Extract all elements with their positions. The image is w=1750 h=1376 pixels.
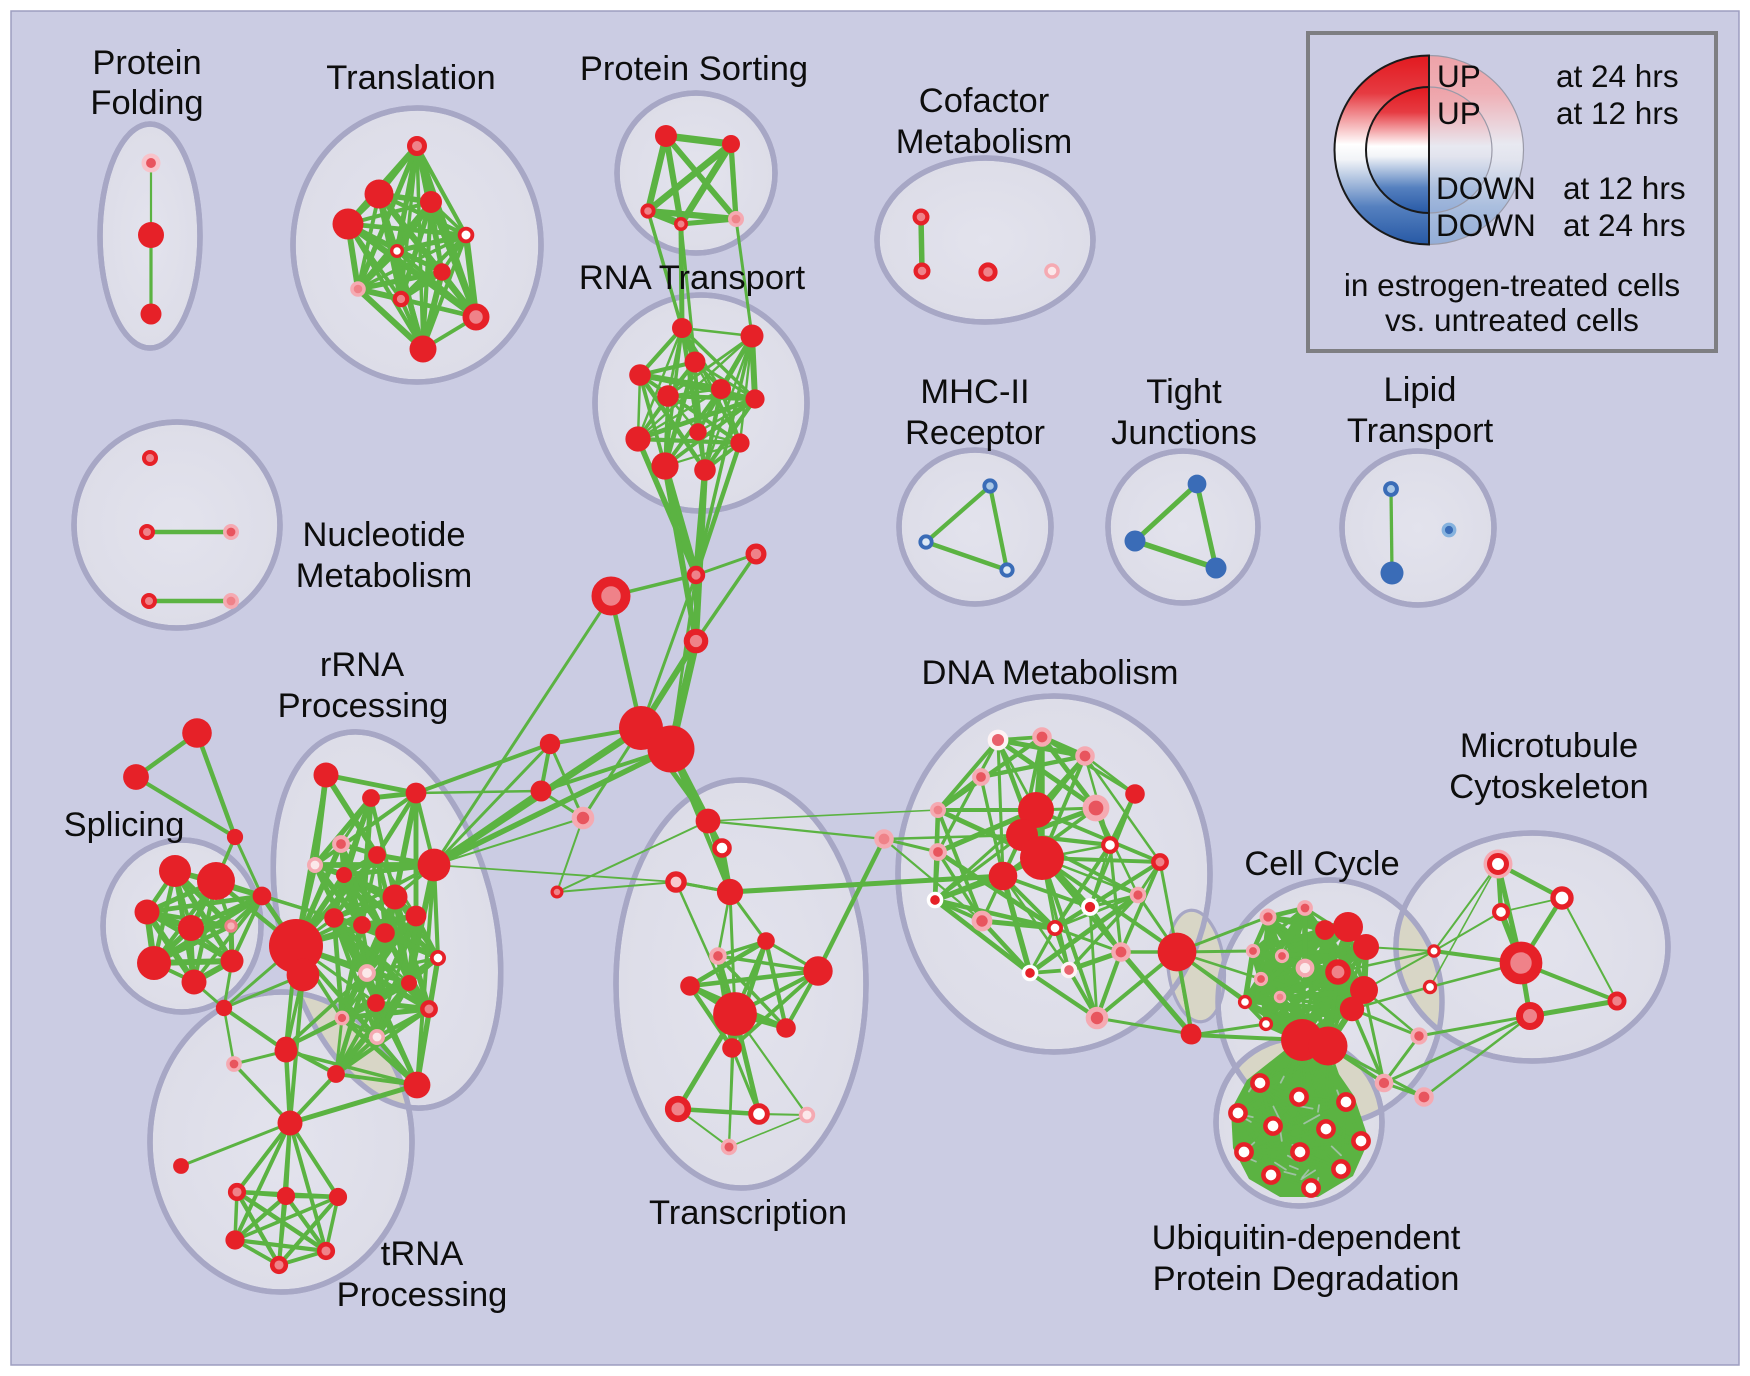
svg-text:MHC-II: MHC-II: [920, 373, 1029, 411]
svg-text:Processing: Processing: [278, 687, 449, 725]
svg-text:Cofactor: Cofactor: [919, 82, 1049, 120]
svg-text:UP: UP: [1437, 95, 1481, 131]
svg-text:UP: UP: [1437, 58, 1481, 94]
svg-text:tRNA: tRNA: [381, 1235, 463, 1273]
svg-text:Folding: Folding: [90, 84, 203, 122]
svg-text:DOWN: DOWN: [1436, 170, 1536, 206]
svg-text:in estrogen-treated cells: in estrogen-treated cells: [1344, 267, 1680, 303]
svg-text:DOWN: DOWN: [1436, 207, 1536, 243]
svg-text:Processing: Processing: [337, 1276, 508, 1314]
svg-text:Microtubule: Microtubule: [1460, 727, 1638, 765]
svg-text:rRNA: rRNA: [320, 646, 404, 684]
svg-text:at 24 hrs: at 24 hrs: [1563, 207, 1686, 243]
svg-text:Protein: Protein: [92, 44, 201, 82]
svg-text:Lipid: Lipid: [1384, 371, 1457, 409]
svg-text:at 24 hrs: at 24 hrs: [1556, 58, 1679, 94]
svg-text:DNA Metabolism: DNA Metabolism: [922, 654, 1179, 692]
svg-text:Ubiquitin-dependent: Ubiquitin-dependent: [1152, 1219, 1461, 1257]
svg-text:Junctions: Junctions: [1111, 414, 1257, 452]
svg-text:Transport: Transport: [1347, 412, 1494, 450]
svg-text:at 12 hrs: at 12 hrs: [1563, 170, 1686, 206]
svg-text:Nucleotide: Nucleotide: [302, 516, 465, 554]
svg-text:RNA Transport: RNA Transport: [579, 259, 806, 297]
svg-text:Receptor: Receptor: [905, 414, 1045, 452]
svg-text:Metabolism: Metabolism: [896, 123, 1072, 161]
svg-text:Cytoskeleton: Cytoskeleton: [1449, 768, 1648, 806]
svg-text:Cell Cycle: Cell Cycle: [1244, 845, 1399, 883]
svg-text:Translation: Translation: [326, 59, 495, 97]
svg-text:Tight: Tight: [1146, 373, 1222, 411]
svg-text:at 12 hrs: at 12 hrs: [1556, 95, 1679, 131]
svg-text:Protein Sorting: Protein Sorting: [580, 50, 808, 88]
svg-text:Splicing: Splicing: [64, 806, 185, 844]
svg-text:Metabolism: Metabolism: [296, 557, 472, 595]
svg-text:Protein Degradation: Protein Degradation: [1153, 1260, 1460, 1298]
svg-text:Transcription: Transcription: [649, 1194, 847, 1232]
svg-text:vs. untreated cells: vs. untreated cells: [1385, 302, 1639, 338]
